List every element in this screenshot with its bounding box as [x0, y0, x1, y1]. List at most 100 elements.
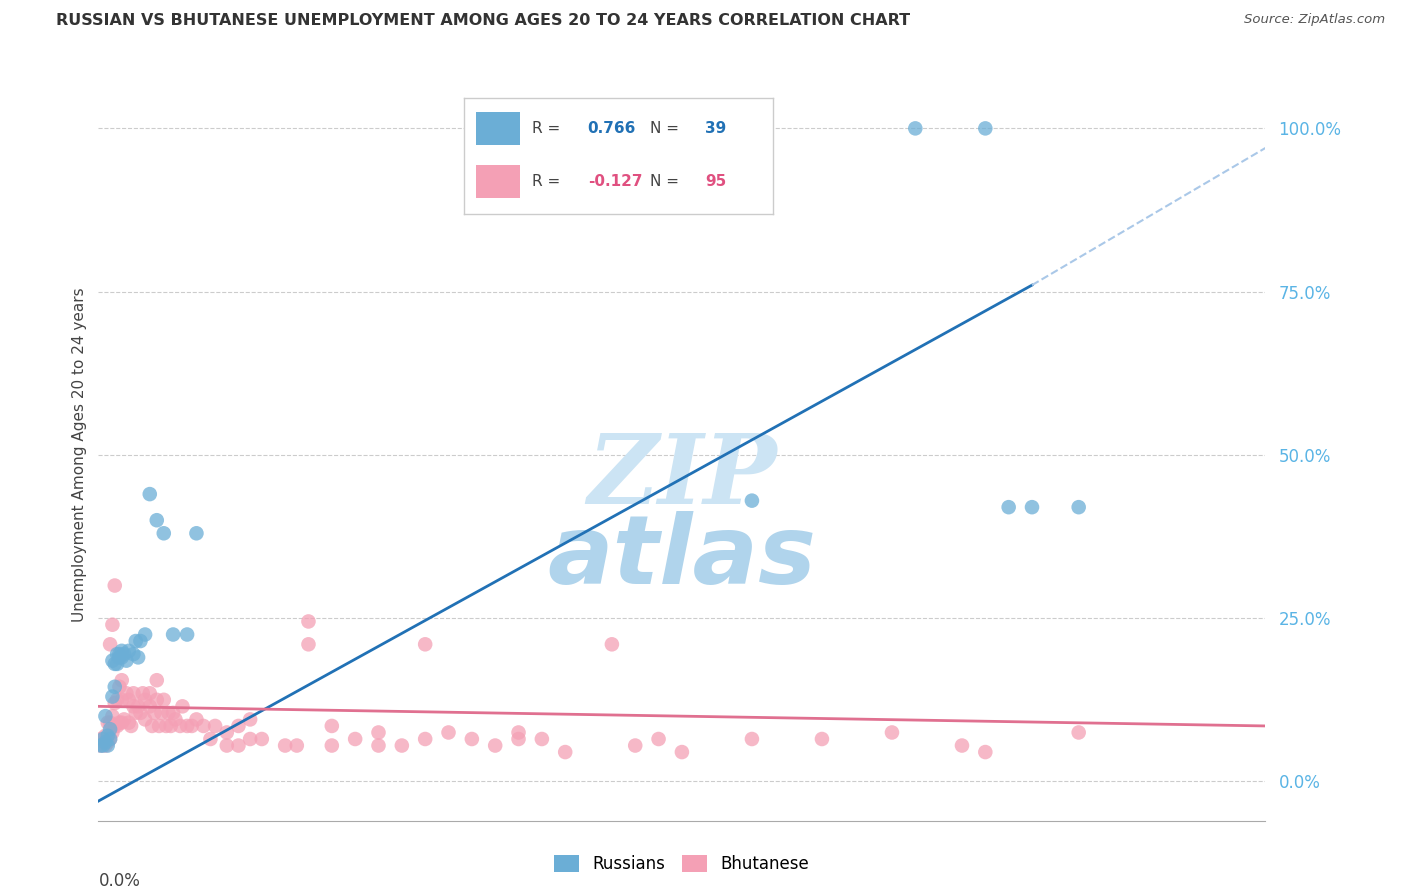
- Text: 95: 95: [706, 174, 727, 189]
- Point: [193, 719, 215, 733]
- Point: [127, 650, 149, 665]
- Point: [134, 693, 156, 707]
- Point: [105, 719, 128, 733]
- Point: [98, 637, 121, 651]
- Point: [122, 699, 145, 714]
- Point: [132, 686, 155, 700]
- Point: [98, 731, 121, 746]
- Text: 0.0%: 0.0%: [98, 871, 141, 890]
- Point: [108, 647, 131, 661]
- Point: [176, 627, 198, 641]
- Point: [172, 699, 194, 714]
- Point: [98, 723, 121, 737]
- Point: [98, 715, 121, 730]
- Point: [239, 713, 262, 727]
- Point: [122, 647, 145, 661]
- Point: [98, 731, 121, 746]
- Point: [624, 739, 647, 753]
- Point: [228, 739, 250, 753]
- Point: [297, 615, 319, 629]
- Point: [950, 739, 973, 753]
- Point: [152, 693, 174, 707]
- Point: [437, 725, 460, 739]
- Point: [413, 731, 436, 746]
- Point: [367, 739, 389, 753]
- Point: [111, 650, 134, 665]
- Point: [120, 719, 142, 733]
- Point: [186, 713, 208, 727]
- Point: [141, 719, 163, 733]
- Point: [413, 637, 436, 651]
- Point: [139, 686, 162, 700]
- Point: [508, 731, 530, 746]
- Point: [169, 719, 191, 733]
- Point: [129, 634, 152, 648]
- Point: [228, 719, 250, 733]
- Point: [162, 706, 184, 720]
- Point: [101, 709, 124, 723]
- Point: [97, 715, 120, 730]
- Point: [127, 699, 149, 714]
- Point: [741, 493, 763, 508]
- Point: [97, 729, 120, 743]
- Point: [115, 686, 138, 700]
- Point: [508, 725, 530, 739]
- Point: [811, 731, 834, 746]
- Point: [97, 739, 120, 753]
- Point: [105, 657, 128, 671]
- Point: [94, 729, 117, 743]
- Point: [155, 719, 177, 733]
- Point: [162, 627, 184, 641]
- Point: [997, 500, 1019, 515]
- Text: Source: ZipAtlas.com: Source: ZipAtlas.com: [1244, 13, 1385, 27]
- Point: [108, 715, 131, 730]
- Point: [152, 526, 174, 541]
- Point: [1067, 725, 1090, 739]
- Point: [94, 735, 117, 749]
- Point: [250, 731, 273, 746]
- Point: [344, 731, 367, 746]
- Point: [125, 706, 148, 720]
- Point: [134, 627, 156, 641]
- Point: [118, 644, 141, 658]
- Point: [974, 745, 997, 759]
- Point: [90, 739, 112, 753]
- Bar: [477, 165, 520, 198]
- Point: [112, 713, 135, 727]
- Point: [139, 699, 162, 714]
- Point: [104, 696, 127, 710]
- Point: [125, 634, 148, 648]
- Point: [111, 673, 134, 688]
- Point: [215, 725, 238, 739]
- Point: [105, 647, 128, 661]
- Point: [176, 719, 198, 733]
- Text: -0.127: -0.127: [588, 174, 643, 189]
- Point: [148, 719, 170, 733]
- Point: [554, 745, 576, 759]
- Point: [90, 731, 112, 746]
- Point: [122, 686, 145, 700]
- Point: [118, 693, 141, 707]
- Point: [904, 121, 927, 136]
- Point: [91, 739, 114, 753]
- Point: [391, 739, 413, 753]
- Text: RUSSIAN VS BHUTANESE UNEMPLOYMENT AMONG AGES 20 TO 24 YEARS CORRELATION CHART: RUSSIAN VS BHUTANESE UNEMPLOYMENT AMONG …: [56, 13, 910, 29]
- Point: [94, 709, 117, 723]
- Point: [484, 739, 506, 753]
- Point: [104, 680, 127, 694]
- Point: [108, 650, 131, 665]
- Point: [530, 731, 553, 746]
- Point: [974, 121, 997, 136]
- Point: [180, 719, 202, 733]
- Point: [111, 644, 134, 658]
- Point: [94, 739, 117, 753]
- Point: [285, 739, 308, 753]
- Point: [111, 693, 134, 707]
- Point: [367, 725, 389, 739]
- Text: N =: N =: [650, 120, 683, 136]
- Point: [671, 745, 693, 759]
- Point: [91, 735, 114, 749]
- Text: atlas: atlas: [547, 511, 817, 604]
- Point: [104, 578, 127, 592]
- Point: [600, 637, 623, 651]
